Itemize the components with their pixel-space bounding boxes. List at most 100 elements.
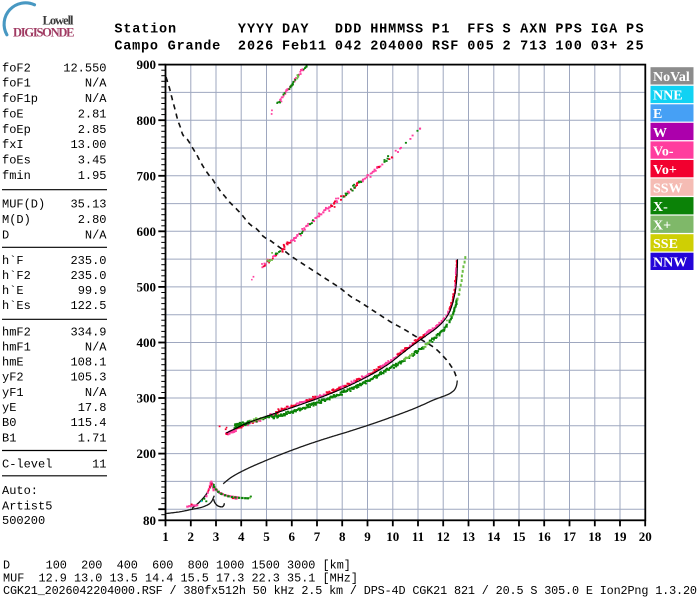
svg-text:foF1: foF1: [2, 77, 31, 91]
svg-text:SSE: SSE: [653, 237, 678, 252]
svg-text:Auto:: Auto:: [2, 484, 38, 498]
svg-text:204000: 204000: [370, 40, 423, 55]
svg-text:N/A: N/A: [85, 228, 107, 242]
svg-text:400: 400: [117, 558, 138, 572]
svg-text:foEp: foEp: [2, 123, 31, 137]
svg-text:hmF2: hmF2: [2, 325, 31, 339]
svg-text:DDD: DDD: [335, 23, 362, 38]
svg-text:105.3: 105.3: [70, 371, 106, 385]
svg-text:13.00: 13.00: [70, 138, 106, 152]
svg-text:FFS: FFS: [467, 23, 494, 38]
svg-text:Campo Grande: Campo Grande: [114, 40, 220, 55]
svg-text:RSF: RSF: [432, 40, 459, 55]
svg-text:100: 100: [46, 558, 67, 572]
svg-text:1500: 1500: [252, 558, 280, 572]
svg-text:18: 18: [588, 529, 602, 544]
svg-text:IGA: IGA: [591, 23, 618, 38]
svg-text:80: 80: [143, 513, 156, 528]
svg-text:foF2: foF2: [2, 61, 31, 75]
svg-text:600: 600: [137, 224, 157, 239]
svg-text:foEs: foEs: [2, 154, 31, 168]
svg-text:2026: 2026: [238, 40, 273, 55]
svg-text:100: 100: [555, 40, 582, 55]
svg-text:17.3: 17.3: [216, 572, 244, 586]
svg-text:B1: B1: [2, 431, 16, 445]
svg-text:11: 11: [92, 457, 106, 471]
svg-text:6: 6: [289, 529, 296, 544]
svg-text:03+: 03+: [591, 40, 618, 55]
svg-text:17.8: 17.8: [78, 401, 107, 415]
svg-text:1: 1: [162, 529, 169, 544]
svg-text:10: 10: [386, 529, 399, 544]
svg-text:15: 15: [513, 529, 527, 544]
svg-text:14.4: 14.4: [145, 572, 173, 586]
svg-text:M(D): M(D): [2, 213, 31, 227]
svg-text:Feb11: Feb11: [282, 40, 326, 55]
svg-text:Vo+: Vo+: [653, 163, 677, 178]
svg-text:12.550: 12.550: [63, 61, 106, 75]
svg-text:YYYY: YYYY: [238, 23, 274, 38]
svg-text:713: 713: [520, 40, 547, 55]
svg-text:hmF1: hmF1: [2, 340, 31, 354]
svg-text:700: 700: [137, 168, 157, 183]
svg-text:17: 17: [563, 529, 577, 544]
svg-text:CGK21_2026042204000.RSF / 380f: CGK21_2026042204000.RSF / 380fx512h 50 k…: [3, 584, 697, 598]
svg-text:2: 2: [503, 40, 511, 55]
svg-text:99.9: 99.9: [78, 284, 107, 298]
svg-text:3000: 3000: [287, 558, 315, 572]
svg-text:PS: PS: [626, 23, 644, 38]
svg-text:500200: 500200: [2, 514, 45, 528]
svg-text:20: 20: [639, 529, 652, 544]
svg-text:fmin: fmin: [2, 169, 31, 183]
svg-text:13.5: 13.5: [110, 572, 138, 586]
svg-text:fxI: fxI: [2, 138, 24, 152]
svg-text:3: 3: [213, 529, 220, 544]
svg-text:MUF(D): MUF(D): [2, 197, 45, 211]
svg-text:S: S: [503, 23, 511, 38]
svg-text:h`F: h`F: [2, 254, 24, 268]
svg-text:13.0: 13.0: [74, 572, 102, 586]
svg-text:200: 200: [137, 446, 157, 461]
svg-text:W: W: [653, 126, 667, 141]
svg-text:12.9: 12.9: [39, 572, 67, 586]
svg-text:Lowell: Lowell: [43, 14, 75, 28]
svg-text:B0: B0: [2, 416, 16, 430]
svg-text:400: 400: [137, 335, 157, 350]
svg-text:N/A: N/A: [85, 386, 107, 400]
svg-text:115.4: 115.4: [70, 416, 106, 430]
svg-text:D: D: [2, 228, 9, 242]
svg-text:D: D: [3, 558, 10, 572]
svg-text:1000: 1000: [216, 558, 244, 572]
svg-text:X+: X+: [653, 219, 671, 234]
svg-text:16: 16: [538, 529, 552, 544]
svg-text:900: 900: [137, 57, 157, 72]
svg-text:35.1: 35.1: [287, 572, 315, 586]
svg-text:2.85: 2.85: [78, 123, 107, 137]
svg-text:11: 11: [412, 529, 424, 544]
svg-text:235.0: 235.0: [70, 269, 106, 283]
svg-text:2.80: 2.80: [78, 213, 107, 227]
svg-text:1.95: 1.95: [78, 169, 107, 183]
svg-text:PPS: PPS: [555, 23, 582, 38]
svg-text:[MHz]: [MHz]: [323, 572, 359, 586]
svg-text:5: 5: [263, 529, 270, 544]
svg-text:300: 300: [137, 391, 157, 406]
svg-text:yF2: yF2: [2, 371, 24, 385]
svg-text:AXN: AXN: [520, 23, 547, 38]
svg-text:DAY: DAY: [282, 23, 309, 38]
svg-text:9: 9: [364, 529, 371, 544]
svg-text:122.5: 122.5: [70, 299, 106, 313]
svg-text:foE: foE: [2, 107, 24, 121]
svg-text:hmE: hmE: [2, 356, 24, 370]
svg-text:[km]: [km]: [323, 558, 351, 572]
svg-text:3.45: 3.45: [78, 154, 107, 168]
svg-text:N/A: N/A: [85, 92, 107, 106]
svg-text:HHMMSS: HHMMSS: [370, 23, 423, 38]
svg-text:E: E: [653, 107, 662, 122]
svg-text:N/A: N/A: [85, 77, 107, 91]
svg-text:C-level: C-level: [2, 457, 52, 471]
svg-text:235.0: 235.0: [70, 254, 106, 268]
svg-text:h`F2: h`F2: [2, 269, 31, 283]
svg-text:2: 2: [188, 529, 195, 544]
svg-text:200: 200: [81, 558, 102, 572]
